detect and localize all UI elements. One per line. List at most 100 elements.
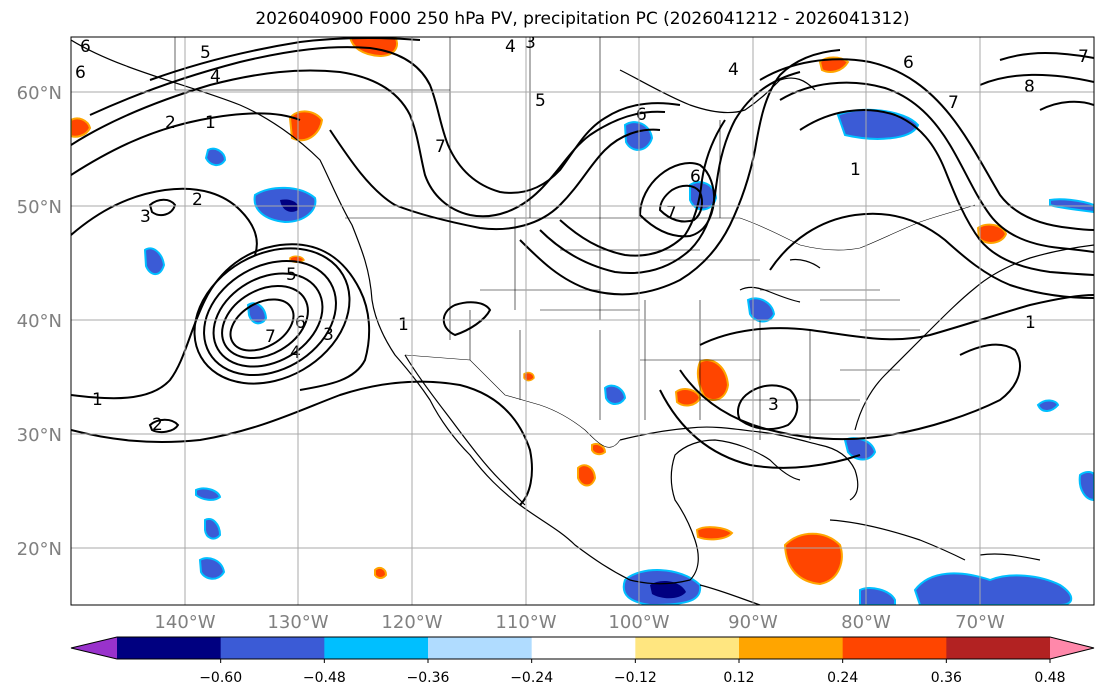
contour-label: 5 — [200, 43, 211, 63]
colorbar-tick-label: 0.24 — [827, 670, 858, 686]
contour-label: 3 — [768, 395, 779, 415]
precip-neg-blob — [143, 247, 166, 276]
contour-label: 7 — [666, 203, 677, 223]
lon-label-100w: 100°W — [608, 612, 669, 633]
pv-contours — [71, 37, 1094, 506]
map-frame — [70, 36, 1095, 606]
contour-label: 6 — [75, 63, 86, 83]
coastline-great-lakes — [739, 258, 821, 303]
contour-label: 8 — [1024, 77, 1035, 97]
political-borders — [174, 37, 976, 448]
precip-neg-blob — [1078, 471, 1094, 502]
pv-contour — [799, 109, 1094, 276]
contour-label: 1 — [205, 113, 216, 133]
contour-label: 6 — [690, 167, 701, 187]
colorbar-segment — [428, 637, 533, 659]
pv-contour — [203, 259, 337, 377]
pv-contour — [659, 389, 861, 469]
precip-neg-blob — [204, 518, 222, 540]
colorbar-outline — [70, 636, 1095, 660]
precip-pos-blob — [577, 464, 597, 487]
precip-neg-blob — [204, 147, 227, 166]
contour-label: 1 — [850, 160, 861, 180]
contour-label: 4 — [290, 343, 301, 363]
contour-label: 6 — [636, 105, 647, 125]
colorbar-segment — [71, 637, 117, 659]
pv-contour — [559, 119, 726, 257]
colorbar-segment — [946, 637, 1051, 659]
contour-label: 2 — [192, 190, 203, 210]
gridlines — [71, 37, 1094, 605]
colorbar-tick-label: −0.36 — [407, 670, 450, 686]
pv-contour — [329, 128, 661, 231]
colorbar-tick-label: −0.60 — [199, 670, 242, 686]
pv-contour — [638, 162, 716, 238]
contour-labels: 1 2 3 2 2 1 5 6 7 4 3 1 7 4 5 6 6 4 3 5 … — [75, 33, 1089, 435]
contour-label: 1 — [398, 315, 409, 335]
pv-contour — [229, 298, 295, 352]
precip-pos-blob — [783, 532, 843, 586]
precip-pos-blob — [818, 56, 850, 73]
contour-label: 7 — [948, 93, 959, 113]
colorbar-tick-label: −0.48 — [303, 670, 346, 686]
colorbar-segment — [117, 637, 222, 659]
colorbar-tick-label: −0.24 — [510, 670, 553, 686]
lon-label-70w: 70°W — [955, 612, 1005, 633]
contour-label: 7 — [265, 327, 276, 347]
contour-label: 6 — [295, 313, 306, 333]
coastline-centralam — [699, 584, 761, 605]
pv-contour — [149, 37, 421, 81]
lon-label-110w: 110°W — [495, 612, 556, 633]
border-us-canada — [345, 204, 976, 251]
lat-label-20n: 20°N — [17, 539, 62, 560]
pv-contour — [737, 384, 799, 431]
pv-contour — [71, 380, 533, 506]
precip-neg-blob — [746, 297, 776, 323]
pv-contour — [658, 184, 703, 223]
precip-pos-blob — [71, 117, 92, 138]
coastline-hispaniola — [979, 553, 1041, 561]
contour-label: 5 — [286, 265, 297, 285]
pv-contour — [779, 81, 1094, 253]
lon-label-90w: 90°W — [728, 612, 778, 633]
contour-label: 4 — [505, 37, 516, 57]
contour-label: 3 — [323, 325, 334, 345]
lat-label-50n: 50°N — [17, 197, 62, 218]
colorbar-segment — [324, 637, 429, 659]
precip-neg-blob — [1036, 399, 1060, 412]
colorbar-segment — [739, 637, 844, 659]
map-background — [71, 37, 1094, 605]
colorbar-tick-label: 0.48 — [1034, 670, 1065, 686]
precip-pos-blob — [695, 526, 734, 541]
precip-pos-blob — [976, 223, 1008, 244]
precip-neg-blob — [913, 572, 1073, 605]
coastline-baja — [404, 354, 526, 506]
contour-label: 2 — [165, 113, 176, 133]
pv-contour — [699, 294, 1094, 346]
border-canada-prov — [174, 37, 721, 218]
contour-label: 4 — [210, 67, 221, 87]
contour-label: 3 — [525, 33, 536, 53]
lat-label-60n: 60°N — [17, 83, 62, 104]
pv-contour — [1039, 100, 1094, 111]
precip-neg-blob — [198, 557, 226, 580]
colorbar-segment — [531, 637, 636, 659]
precip-neg-blob — [859, 587, 896, 605]
pv-contour — [193, 247, 351, 385]
coastline-east — [854, 244, 1094, 431]
colorbar-tick-label: 0.36 — [931, 670, 962, 686]
precipitation-shading — [71, 37, 1094, 605]
coastline-gulf — [619, 426, 859, 501]
contour-label: 7 — [435, 137, 446, 157]
colorbar-segment — [842, 637, 947, 659]
pv-contour — [71, 112, 301, 176]
contour-label: 4 — [728, 60, 739, 80]
lat-label-40n: 40°N — [17, 311, 62, 332]
border-us-mexico — [404, 354, 621, 448]
lon-label-130w: 130°W — [267, 612, 328, 633]
lon-label-140w: 140°W — [154, 612, 215, 633]
lat-label-30n: 30°N — [17, 425, 62, 446]
pv-contour — [89, 46, 681, 194]
lon-label-120w: 120°W — [381, 612, 442, 633]
colorbar-tick-label: −0.12 — [614, 670, 657, 686]
